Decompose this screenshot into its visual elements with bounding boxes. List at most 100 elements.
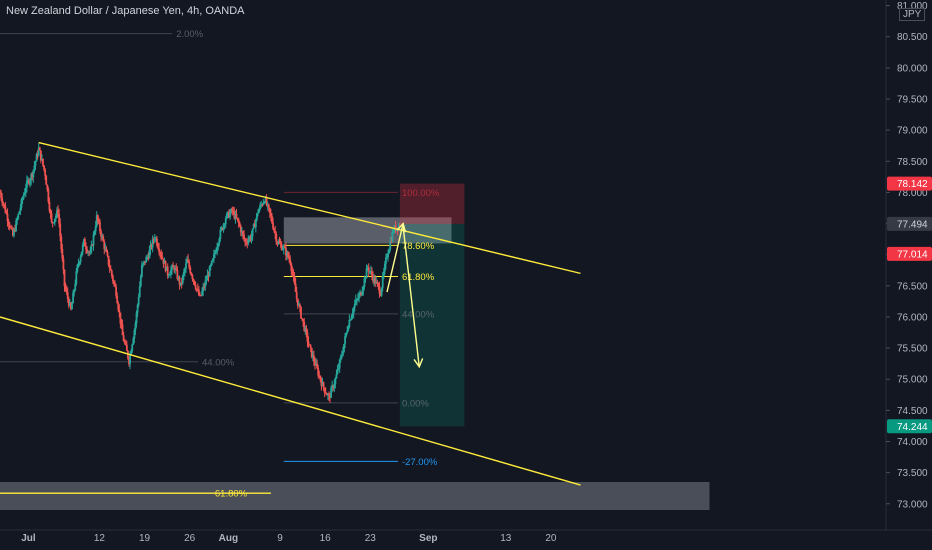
candle-body — [4, 205, 7, 213]
candle-body — [329, 395, 331, 398]
candle-body — [176, 269, 179, 279]
candle-body — [189, 267, 192, 273]
candle-body — [360, 292, 363, 296]
line-price-bg — [887, 246, 932, 261]
candle-body — [15, 220, 18, 231]
candle-body — [287, 252, 289, 258]
candle-body — [73, 289, 76, 293]
candle-body — [367, 267, 370, 272]
fib-618-label: 61.80% — [402, 272, 435, 283]
arrow-up-shaft — [386, 223, 404, 293]
candle-body — [24, 187, 27, 193]
candle-body — [42, 158, 44, 166]
candle-body — [187, 259, 190, 262]
candle-body — [200, 295, 202, 297]
candle-body — [382, 271, 385, 276]
candle-body — [166, 266, 169, 276]
candle-body — [52, 222, 55, 224]
candle-body — [70, 302, 72, 310]
candle-body — [259, 204, 262, 210]
candle-body — [87, 251, 90, 253]
candle-body — [45, 175, 48, 185]
candle-body — [290, 263, 293, 271]
candle-body — [55, 215, 57, 219]
candle-body — [232, 211, 235, 213]
candle-body — [38, 147, 41, 151]
candle-body — [310, 347, 313, 358]
candle-body — [156, 238, 158, 246]
candle-body — [315, 363, 317, 366]
candle-body — [243, 234, 245, 240]
candle-body — [301, 318, 303, 320]
price-tick-label: 74.000 — [897, 437, 928, 448]
candle-body — [181, 275, 184, 284]
candle-body — [252, 224, 255, 229]
candle-body — [85, 246, 87, 250]
candle-body — [275, 233, 278, 242]
chart-title: New Zealand Dollar / Japanese Yen, 4h, O… — [6, 5, 245, 17]
candle-body — [115, 286, 117, 296]
candle-body — [29, 180, 31, 184]
candle-body — [180, 282, 183, 284]
candle-body — [297, 304, 300, 306]
time-tick-label: 26 — [184, 533, 196, 544]
candle-body — [305, 327, 308, 333]
fib-bottom-left-label: 61.80% — [215, 489, 248, 500]
candle-body — [328, 394, 330, 396]
candle-body — [195, 288, 198, 290]
currency-badge[interactable]: JPY — [899, 8, 926, 21]
arrow-down-head — [413, 358, 424, 369]
candle-body — [292, 273, 295, 277]
candle-body — [219, 229, 222, 239]
candle-body — [222, 224, 225, 230]
candle-body — [188, 261, 191, 268]
candle-body — [34, 161, 37, 166]
price-tick-label: 75.500 — [897, 344, 928, 355]
candle-body — [368, 271, 371, 273]
zones-layer — [0, 183, 710, 510]
candle-body — [136, 304, 139, 313]
candle-body — [201, 291, 203, 296]
candle-body — [179, 282, 182, 285]
candle-body — [157, 245, 159, 249]
candles-layer — [0, 142, 401, 403]
candle-body — [250, 236, 253, 240]
candle-body — [36, 154, 39, 156]
candle-body — [372, 275, 374, 282]
candle-body — [48, 201, 51, 211]
candle-body — [245, 241, 248, 243]
candle-body — [99, 222, 101, 232]
candle-body — [381, 275, 384, 288]
time-tick-label: Aug — [219, 533, 238, 544]
candle-body — [192, 278, 195, 281]
candle-body — [373, 277, 375, 282]
candle-body — [352, 307, 355, 314]
time-axis[interactable]: Jul 12 19 26 Aug 9 16 23 Sep 13 20 — [0, 529, 932, 544]
candle-body — [256, 213, 258, 220]
candle-body — [306, 332, 309, 342]
stop-loss-price: 78.142 — [897, 179, 928, 190]
candle-body — [345, 332, 348, 337]
candle-body — [111, 275, 114, 282]
candle-body — [173, 266, 176, 270]
candle-body — [159, 252, 162, 254]
candle-body — [221, 227, 224, 230]
candle-body — [171, 265, 173, 270]
candle-body — [191, 275, 194, 279]
price-tick-label: 76.500 — [897, 281, 928, 292]
candle-body — [335, 373, 338, 379]
channel-upper — [38, 141, 581, 275]
candle-body — [14, 229, 16, 231]
fib-0-label: 0.00% — [402, 398, 429, 409]
price-axis[interactable]: 73.000 73.500 74.000 74.500 75.000 75.500 76.0… — [885, 0, 932, 550]
candle-body — [146, 256, 149, 258]
trendlines-layer — [0, 141, 581, 494]
candle-body — [270, 212, 272, 216]
arrows-layer — [386, 222, 424, 369]
candle-body — [295, 291, 298, 299]
support-zone-bottom — [0, 481, 710, 510]
candle-body — [350, 316, 353, 320]
take-profit-price: 74.244 — [897, 422, 928, 433]
candle-body — [300, 307, 302, 319]
